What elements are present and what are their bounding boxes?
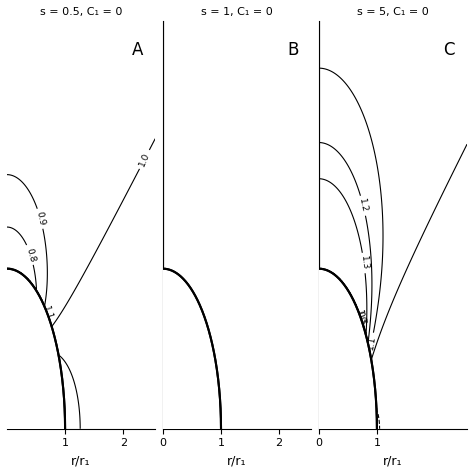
Text: 0.8: 0.8 (24, 246, 36, 263)
Text: B: B (288, 41, 299, 59)
Title: s = 5, C₁ = 0: s = 5, C₁ = 0 (357, 7, 429, 17)
X-axis label: r/r₁: r/r₁ (227, 454, 247, 467)
Text: C: C (444, 41, 455, 59)
Text: 0.9: 0.9 (35, 210, 46, 227)
Text: 1.0: 1.0 (137, 151, 151, 168)
Text: A: A (132, 41, 143, 59)
Text: 1.3: 1.3 (359, 255, 369, 271)
Text: 1.1: 1.1 (366, 335, 377, 351)
Text: 0.5: 0.5 (355, 310, 367, 326)
Polygon shape (163, 269, 221, 429)
Text: 1.2: 1.2 (357, 198, 369, 214)
Title: s = 1, C₁ = 0: s = 1, C₁ = 0 (201, 7, 273, 17)
Text: 1.1: 1.1 (41, 305, 54, 321)
X-axis label: r/r₁: r/r₁ (71, 454, 91, 467)
Polygon shape (319, 269, 377, 429)
Title: s = 0.5, C₁ = 0: s = 0.5, C₁ = 0 (40, 7, 122, 17)
X-axis label: r/r₁: r/r₁ (383, 454, 403, 467)
Text: 1.0: 1.0 (355, 310, 367, 326)
Polygon shape (7, 269, 65, 429)
